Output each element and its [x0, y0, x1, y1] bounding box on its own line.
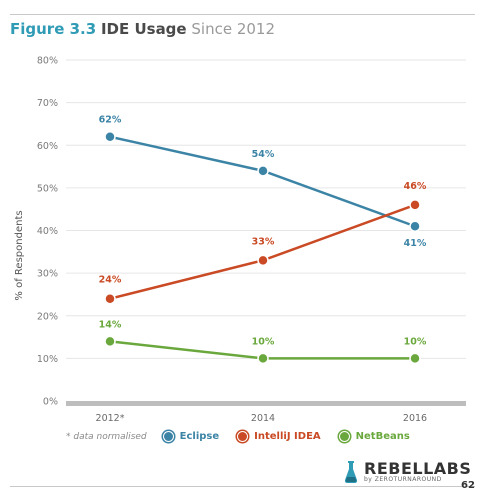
- data-point: [257, 165, 269, 177]
- bottom-rule: [10, 486, 475, 487]
- y-tick-label: 60%: [37, 141, 58, 152]
- series-line: [109, 203, 416, 300]
- data-point: [104, 292, 116, 305]
- legend-note: * data normalised: [66, 431, 147, 442]
- y-tick-label: 10%: [37, 354, 58, 365]
- flask-icon: [344, 461, 358, 483]
- legend-item-intellij: IntelliJ IDEA: [237, 431, 321, 442]
- brand-name: REBELLABS: [364, 459, 472, 478]
- legend-label-intellij: IntelliJ IDEA: [254, 431, 321, 442]
- data-label: 14%: [99, 319, 122, 330]
- y-axis-label: % of Respondents: [14, 210, 25, 300]
- data-label: 24%: [99, 275, 122, 286]
- legend-label-netbeans: NetBeans: [355, 431, 410, 442]
- legend-item-eclipse: Eclipse: [162, 431, 220, 442]
- data-label: 10%: [404, 336, 427, 347]
- x-tick-label: 2016: [403, 413, 427, 424]
- legend-label-eclipse: Eclipse: [179, 431, 220, 442]
- rebellabs-logo: REBELLABS by ZEROTURNAROUND: [344, 460, 471, 484]
- data-label: 41%: [404, 238, 427, 249]
- y-tick-label: 70%: [37, 98, 58, 109]
- figure-label: Figure 3.3: [10, 20, 97, 38]
- y-tick-label: 50%: [37, 183, 58, 194]
- data-label: 62%: [99, 115, 122, 126]
- brand-subtitle: by ZEROTURNAROUND: [364, 476, 442, 483]
- data-point: [257, 254, 269, 267]
- legend-dot-netbeans: [338, 431, 350, 442]
- chart-subtitle: Since 2012: [191, 20, 276, 38]
- data-label: 10%: [252, 336, 275, 347]
- y-tick-label: 30%: [37, 269, 58, 280]
- figure-title: Figure 3.3 IDE Usage Since 2012: [10, 20, 275, 38]
- page-number: 62: [461, 480, 475, 491]
- legend-dot-eclipse: [162, 431, 174, 442]
- x-axis: [66, 401, 466, 406]
- data-point: [257, 352, 269, 365]
- chart-title: IDE Usage: [100, 20, 187, 38]
- x-tick-label: 2014: [251, 413, 275, 424]
- x-tick-label: 2012*: [96, 413, 125, 424]
- y-tick-label: 40%: [37, 226, 58, 237]
- legend: * data normalised Eclipse IntelliJ IDEA …: [66, 431, 428, 442]
- data-label: 33%: [252, 236, 275, 247]
- legend-dot-intellij: [237, 431, 249, 442]
- data-label: 46%: [404, 181, 427, 192]
- line-chart: 0% 10% 20% 30% 40% 50% 60% 70% 80% 2012* 2014 2016%…: [14, 56, 466, 424]
- y-tick-label: 0%: [43, 397, 58, 408]
- data-point: [104, 335, 116, 348]
- y-tick-label: 20%: [37, 311, 58, 322]
- data-point: [409, 352, 421, 365]
- data-point: [104, 130, 116, 143]
- legend-item-netbeans: NetBeans: [338, 431, 410, 442]
- y-tick-label: 80%: [37, 56, 58, 67]
- data-label: 54%: [252, 149, 275, 160]
- top-rule: [10, 14, 475, 15]
- data-point: [409, 220, 421, 232]
- data-point: [409, 199, 421, 211]
